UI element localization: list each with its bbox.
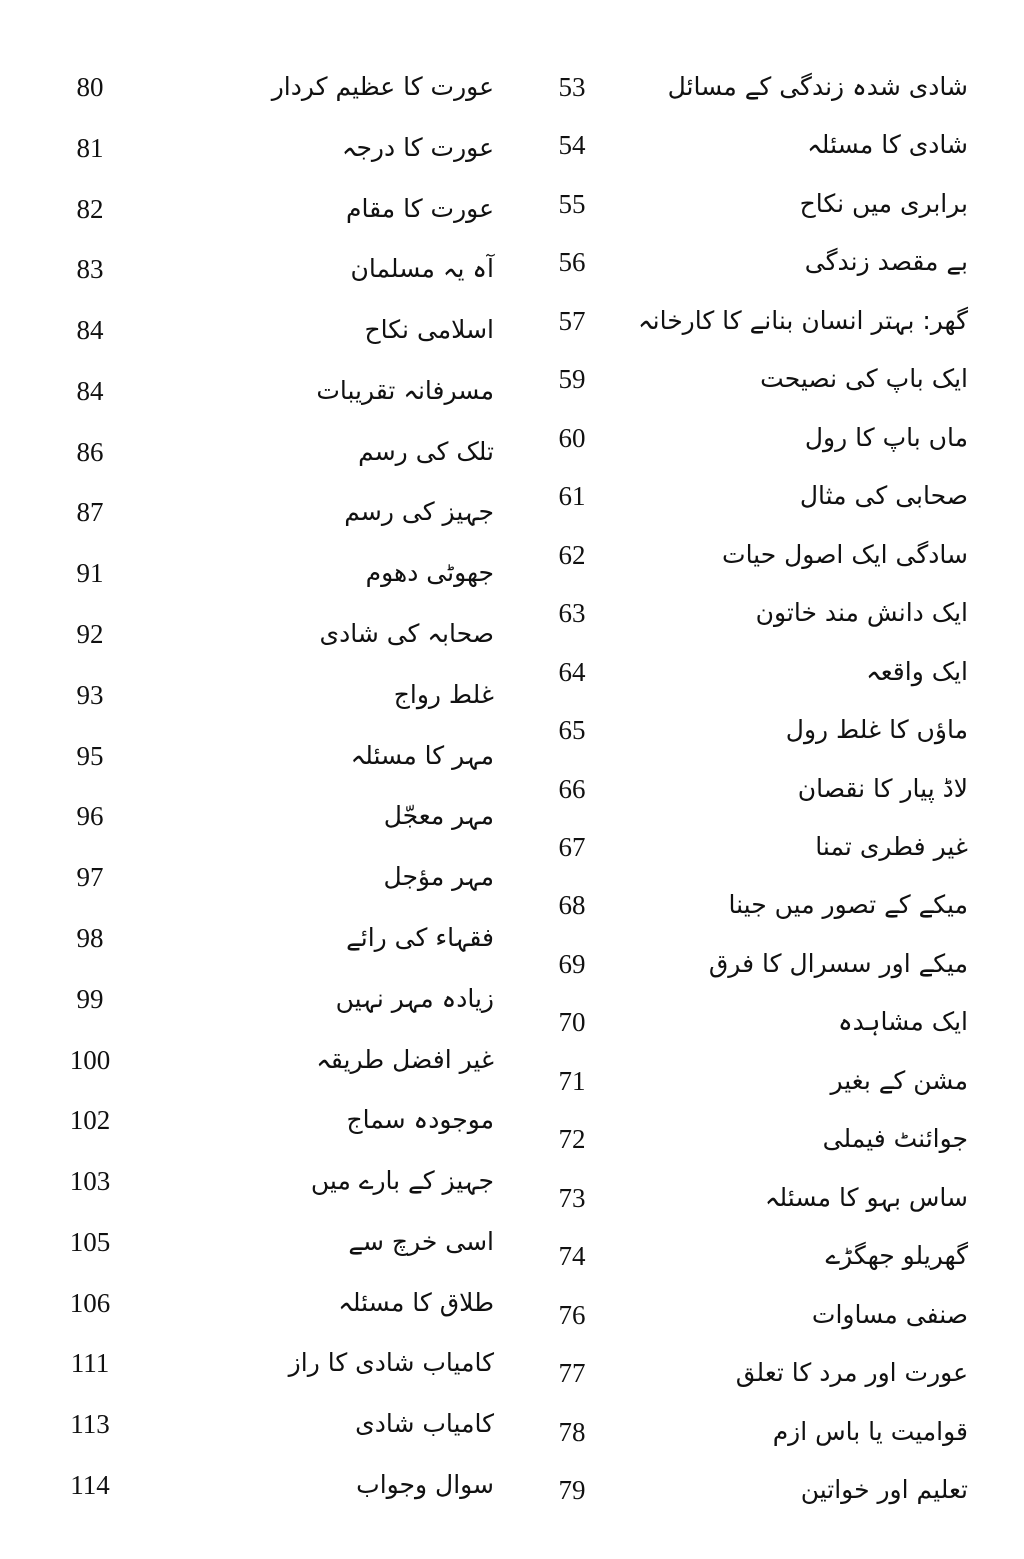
entry-title: غلط رواج bbox=[393, 679, 494, 709]
page-number: 54 bbox=[558, 130, 586, 161]
entry-title: سوال وجواب bbox=[356, 1470, 494, 1499]
entry-title: مہر مؤجل bbox=[383, 862, 494, 892]
page-number: 98 bbox=[76, 922, 104, 953]
entry-title: مسرفانہ تقریبات bbox=[316, 375, 494, 405]
page-number: 62 bbox=[558, 539, 586, 570]
page-number: 83 bbox=[76, 254, 104, 285]
page-number: 64 bbox=[558, 656, 586, 687]
page-number: 86 bbox=[76, 436, 104, 467]
page-number: 114 bbox=[70, 1470, 110, 1500]
entry-title: زیادہ مہر نہیں bbox=[335, 983, 494, 1013]
entry-title: فقہاء کی رائے bbox=[346, 922, 494, 952]
page-number: 65 bbox=[558, 715, 586, 746]
page-number: 103 bbox=[69, 1166, 111, 1197]
entry-title: مہر کا مسئلہ bbox=[350, 740, 494, 770]
entry-title: سادگی ایک اصول حیات bbox=[722, 539, 968, 569]
entry-title: مہر معجّل bbox=[383, 801, 494, 831]
entry-title: کامیاب شادی bbox=[355, 1409, 494, 1439]
page-number: 80 bbox=[76, 72, 104, 102]
page-number: 72 bbox=[558, 1124, 586, 1155]
page-number: 69 bbox=[558, 948, 586, 979]
entry-title: میکے اور سسرال کا فرق bbox=[708, 948, 968, 978]
entry-title: اسلامی نکاح bbox=[364, 315, 494, 345]
page-number: 70 bbox=[558, 1007, 586, 1038]
entry-title: آہ یہ مسلمان bbox=[350, 254, 495, 284]
entry-title: گھریلو جھگڑے bbox=[825, 1241, 968, 1271]
entry-title: ماؤں کا غلط رول bbox=[785, 715, 968, 745]
page-number: 66 bbox=[558, 773, 586, 804]
page-number: 81 bbox=[76, 132, 104, 163]
entry-title: میکے کے تصور میں جینا bbox=[728, 890, 968, 920]
entry-title: شادی کا مسئلہ bbox=[807, 130, 968, 160]
entry-title: قوامیت یا باس ازم bbox=[772, 1416, 968, 1446]
entry-title: جہیز کی رسم bbox=[344, 497, 494, 527]
page-number: 61 bbox=[558, 481, 586, 512]
page-number: 84 bbox=[76, 375, 104, 406]
page-number: 95 bbox=[76, 740, 104, 771]
page-number: 53 bbox=[558, 72, 586, 102]
entry-title: کامیاب شادی کا راز bbox=[288, 1348, 494, 1378]
page-number: 87 bbox=[76, 497, 104, 528]
entry-title: عورت کا عظیم کردار bbox=[271, 72, 494, 101]
page-number: 91 bbox=[76, 558, 104, 589]
page-number: 78 bbox=[558, 1416, 586, 1447]
entry-title: صحابہ کی شادی bbox=[319, 619, 495, 649]
page-number: 59 bbox=[558, 364, 586, 395]
page-number: 71 bbox=[558, 1065, 586, 1096]
entry-title: ساس بہو کا مسئلہ bbox=[764, 1182, 968, 1212]
entry-title: بے مقصد زندگی bbox=[804, 247, 968, 277]
entry-title: لاڈ پیار کا نقصان bbox=[797, 773, 968, 803]
entry-title: ایک واقعہ bbox=[866, 656, 968, 686]
page-number: 57 bbox=[558, 305, 586, 336]
entry-title: ماں باپ کا رول bbox=[804, 422, 968, 452]
page-number: 55 bbox=[558, 188, 586, 219]
page-number: 77 bbox=[558, 1358, 586, 1389]
entry-title: جھوٹی دھوم bbox=[365, 558, 494, 588]
entry-title: صحابی کی مثال bbox=[799, 481, 968, 511]
entry-title: عورت کا مقام bbox=[346, 193, 494, 223]
page-number: 113 bbox=[70, 1409, 110, 1440]
entry-title: صنفی مساوات bbox=[811, 1299, 968, 1329]
page-number: 73 bbox=[558, 1182, 586, 1213]
page-number: 63 bbox=[558, 598, 586, 629]
page-number: 106 bbox=[69, 1287, 111, 1318]
page-number: 76 bbox=[558, 1299, 586, 1330]
entry-title: غیر فطری تمنا bbox=[815, 831, 968, 861]
page-number: 92 bbox=[76, 619, 104, 650]
entry-title: عورت کا درجہ bbox=[341, 132, 494, 162]
page-number: 99 bbox=[76, 983, 104, 1014]
entry-title: غیر افضل طریقہ bbox=[316, 1044, 494, 1074]
page-number: 100 bbox=[69, 1044, 111, 1075]
entry-title: تلک کی رسم bbox=[358, 436, 494, 466]
page-number: 82 bbox=[76, 193, 104, 224]
entry-title: ایک مشاہدہ bbox=[838, 1007, 968, 1037]
page-number: 56 bbox=[558, 247, 586, 278]
entry-title: تعلیم اور خواتین bbox=[800, 1475, 968, 1504]
entry-title: گھر: بہتر انسان بنانے کا کارخانہ bbox=[637, 305, 968, 335]
page-number: 68 bbox=[558, 890, 586, 921]
page-number: 60 bbox=[558, 422, 586, 453]
entry-title: عورت اور مرد کا تعلق bbox=[735, 1358, 968, 1388]
entry-title: برابری میں نکاح bbox=[799, 188, 968, 218]
page-number: 67 bbox=[558, 831, 586, 862]
page-number: 93 bbox=[76, 679, 104, 710]
entry-title: جوائنٹ فیملی bbox=[822, 1124, 968, 1154]
entry-title: ایک دانش مند خاتون bbox=[755, 598, 968, 628]
entry-title: اسی خرچ سے bbox=[348, 1226, 494, 1256]
entry-title: موجودہ سماج bbox=[346, 1105, 494, 1135]
entry-title: مشن کے بغیر bbox=[830, 1065, 968, 1095]
page-number: 102 bbox=[69, 1105, 111, 1136]
page-number: 105 bbox=[69, 1226, 111, 1257]
page-number: 96 bbox=[76, 801, 104, 832]
entry-title: طلاق کا مسئلہ bbox=[338, 1287, 494, 1317]
entry-title: جہیز کے بارے میں bbox=[310, 1166, 494, 1196]
entry-title: شادی شدہ زندگی کے مسائل bbox=[667, 72, 968, 101]
page-number: 79 bbox=[558, 1475, 586, 1505]
page-number: 97 bbox=[76, 862, 104, 893]
entry-title: ایک باپ کی نصیحت bbox=[760, 364, 968, 394]
page-number: 84 bbox=[76, 315, 104, 346]
page-number: 74 bbox=[558, 1241, 586, 1272]
page-number: 111 bbox=[70, 1348, 110, 1379]
